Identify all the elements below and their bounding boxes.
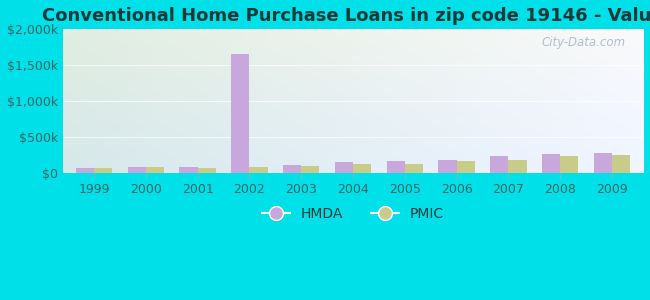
- Title: Conventional Home Purchase Loans in zip code 19146 - Value: Conventional Home Purchase Loans in zip …: [42, 7, 650, 25]
- Bar: [179, 167, 198, 173]
- Bar: [231, 54, 250, 173]
- Bar: [542, 154, 560, 173]
- Bar: [146, 167, 164, 173]
- Text: City-Data.com: City-Data.com: [541, 37, 626, 50]
- Bar: [283, 165, 301, 173]
- Bar: [387, 161, 405, 173]
- Bar: [76, 168, 94, 173]
- Bar: [127, 167, 146, 173]
- Bar: [612, 155, 630, 173]
- Bar: [405, 164, 423, 173]
- Bar: [198, 168, 216, 173]
- Bar: [490, 157, 508, 173]
- Bar: [94, 168, 112, 173]
- Bar: [335, 162, 353, 173]
- Bar: [594, 153, 612, 173]
- Bar: [353, 164, 371, 173]
- Bar: [439, 160, 456, 173]
- Bar: [301, 166, 319, 173]
- Bar: [456, 161, 474, 173]
- Bar: [508, 160, 526, 173]
- Bar: [560, 156, 578, 173]
- Bar: [250, 167, 268, 173]
- Legend: HMDA, PMIC: HMDA, PMIC: [256, 201, 450, 226]
